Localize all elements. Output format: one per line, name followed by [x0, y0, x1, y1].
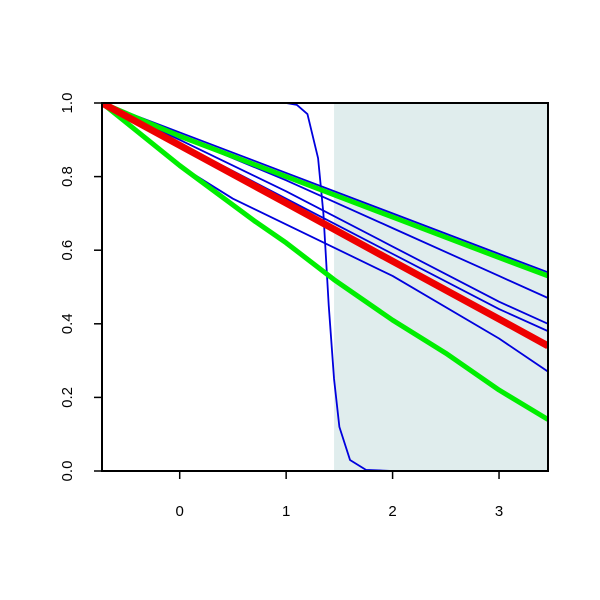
- data-line: [102, 103, 548, 349]
- x-tick-label: 1: [282, 503, 290, 520]
- plot-frame: [101, 102, 549, 472]
- x-tick-label: 2: [388, 503, 396, 520]
- y-tick-label: 0.6: [59, 240, 76, 261]
- data-line: [102, 103, 548, 274]
- x-tick-label: 0: [176, 503, 184, 520]
- x-tick-label: 3: [495, 503, 503, 520]
- data-line: [102, 103, 548, 325]
- y-tick-label: 0.2: [59, 387, 76, 408]
- y-tick-label: 0.8: [59, 166, 76, 187]
- y-tick-label: 1.0: [59, 93, 76, 114]
- y-tick-label: 0.0: [59, 461, 76, 482]
- data-line: [102, 103, 548, 279]
- data-line: [102, 103, 548, 422]
- y-tick-label: 0.4: [59, 313, 76, 334]
